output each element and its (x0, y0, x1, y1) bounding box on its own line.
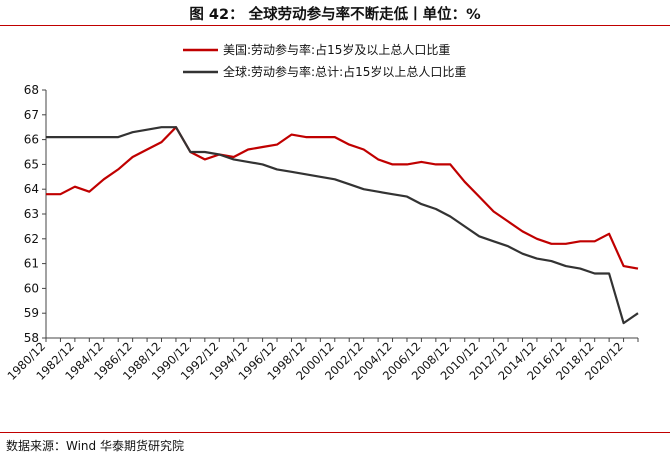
y-tick-label: 63 (24, 207, 39, 221)
series-line-2 (46, 126, 639, 325)
y-tick-label: 58 (24, 331, 39, 345)
line-chart: 58596061626364656667681980/121982/121984… (4, 42, 639, 383)
y-tick-label: 68 (24, 83, 39, 97)
title-divider (0, 25, 670, 26)
y-tick-label: 66 (24, 133, 39, 147)
legend-label-1: 美国:劳动参与率:占15岁及以上总人口比重 (223, 42, 450, 57)
series-line-1 (46, 126, 639, 270)
figure-title: 图 42： 全球劳动参与率不断走低丨单位：% (189, 7, 481, 23)
y-tick-label: 60 (24, 281, 39, 295)
y-tick-label: 65 (24, 157, 39, 171)
y-tick-label: 64 (24, 182, 39, 196)
y-tick-label: 61 (24, 257, 39, 271)
y-tick-label: 59 (24, 306, 39, 320)
data-source-note: 数据来源：Wind 华泰期货研究院 (6, 439, 184, 453)
footer-divider (0, 432, 670, 433)
y-tick-label: 62 (24, 232, 39, 246)
legend-label-2: 全球:劳动参与率:总计:占15岁以上总人口比重 (223, 64, 466, 79)
y-tick-label: 67 (24, 108, 39, 122)
